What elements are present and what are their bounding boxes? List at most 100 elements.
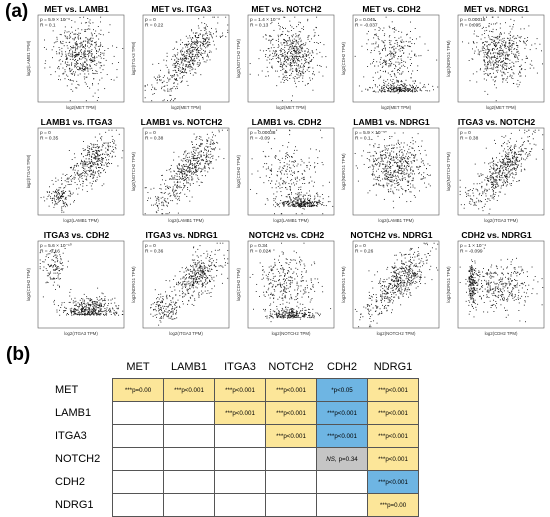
scatter-point (300, 186, 302, 188)
scatter-point (300, 198, 302, 200)
scatter-point (89, 59, 91, 61)
scatter-point (297, 60, 299, 62)
scatter-point (459, 179, 461, 181)
scatter-point (180, 53, 182, 55)
scatter-point (516, 49, 518, 51)
scatter-point (486, 16, 487, 18)
stat-r-value: R = -0.09 (250, 136, 270, 142)
scatter-point (515, 159, 517, 161)
scatter-point (199, 63, 201, 65)
scatter-point (303, 66, 305, 68)
scatter-point (291, 204, 293, 206)
scatter-point (280, 63, 282, 65)
scatter-point (480, 201, 482, 203)
scatter-point (424, 182, 426, 184)
scatter-point (520, 75, 522, 77)
scatter-point (527, 154, 529, 156)
scatter-point (503, 44, 505, 46)
scatter-point (99, 62, 101, 64)
scatter-point (189, 168, 191, 170)
scatter-point (84, 55, 86, 57)
scatter-point (500, 49, 502, 51)
scatter-point (298, 48, 300, 50)
scatter-point (166, 204, 168, 206)
scatter-point (89, 28, 91, 30)
scatter-point (502, 38, 504, 40)
scatter-point (76, 80, 78, 82)
scatter-point (80, 173, 82, 175)
scatter-point (295, 213, 297, 215)
scatter-point (377, 168, 379, 170)
scatter-point (325, 205, 327, 207)
scatter-point (321, 137, 323, 139)
scatter-point (384, 91, 385, 93)
scatter-point (98, 61, 100, 63)
scatter-point (61, 208, 63, 210)
scatter-point (157, 76, 159, 78)
scatter-point (423, 85, 425, 87)
scatter-point (415, 86, 416, 88)
scatter-point (205, 39, 207, 41)
scatter-point (210, 32, 212, 34)
scatter-point (419, 172, 420, 174)
scatter-point (189, 67, 191, 69)
scatter-point (508, 45, 510, 47)
scatter-point (209, 146, 211, 148)
scatter-point (265, 50, 267, 51)
scatter-point (522, 40, 524, 42)
scatter-point (69, 70, 71, 72)
scatter-point (372, 76, 374, 78)
scatter-point (383, 41, 385, 43)
scatter-point (473, 42, 474, 44)
scatter-point (170, 200, 172, 202)
scatter-point (98, 167, 100, 169)
scatter-point (383, 154, 385, 155)
scatter-point (312, 201, 314, 203)
scatter-point (162, 196, 164, 198)
scatter-point (212, 37, 213, 39)
scatter-point (312, 73, 314, 75)
scatter-point (497, 65, 499, 67)
scatter-point (482, 16, 484, 18)
scatter-point (373, 155, 375, 157)
scatter-point (286, 168, 288, 170)
scatter-point (155, 78, 157, 80)
scatter-point (176, 182, 178, 184)
scatter-point (294, 160, 296, 162)
scatter-point (87, 40, 89, 42)
scatter-point (410, 186, 412, 188)
scatter-point (202, 168, 204, 170)
scatter-point (214, 147, 216, 149)
scatter-point (190, 163, 192, 165)
scatter-point (196, 39, 197, 41)
scatter-point (94, 60, 96, 62)
scatter-point (507, 140, 509, 142)
scatter-point (308, 54, 310, 56)
scatter-point (192, 42, 194, 43)
scatter-point (300, 44, 302, 46)
scatter-point (510, 163, 512, 165)
scatter-point (500, 32, 502, 34)
scatter-point (88, 158, 90, 159)
scatter-point (509, 25, 511, 27)
scatter-point (64, 32, 66, 34)
scatter-point (502, 53, 504, 55)
scatter-point (465, 191, 467, 193)
scatter-point (201, 144, 203, 146)
scatter-point (378, 184, 380, 186)
scatter-point (83, 76, 85, 78)
scatter-point (296, 64, 298, 66)
scatter-point (74, 174, 76, 176)
scatter-point (308, 57, 310, 59)
scatter-point (503, 136, 505, 138)
scatter-point (289, 134, 291, 136)
scatter-point (204, 163, 206, 165)
scatter-point (210, 141, 212, 143)
scatter-point (397, 162, 399, 164)
scatter-point (60, 187, 62, 189)
scatter-point (481, 27, 483, 29)
scatter-point (298, 41, 300, 43)
scatter-point (512, 36, 514, 38)
scatter-point (161, 174, 163, 176)
scatter-point (397, 45, 399, 47)
